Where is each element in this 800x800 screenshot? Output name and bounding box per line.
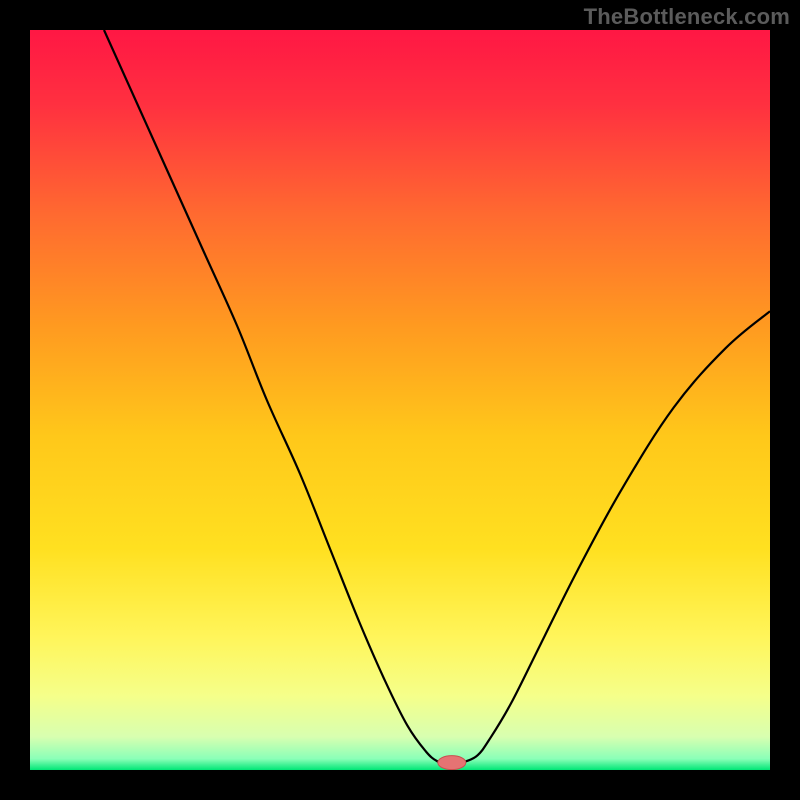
chart-root: TheBottleneck.com — [0, 0, 800, 800]
watermark-text: TheBottleneck.com — [584, 4, 790, 30]
bottleneck-curve-chart — [0, 0, 800, 800]
gradient-background — [30, 30, 770, 770]
minimum-marker — [438, 756, 466, 770]
